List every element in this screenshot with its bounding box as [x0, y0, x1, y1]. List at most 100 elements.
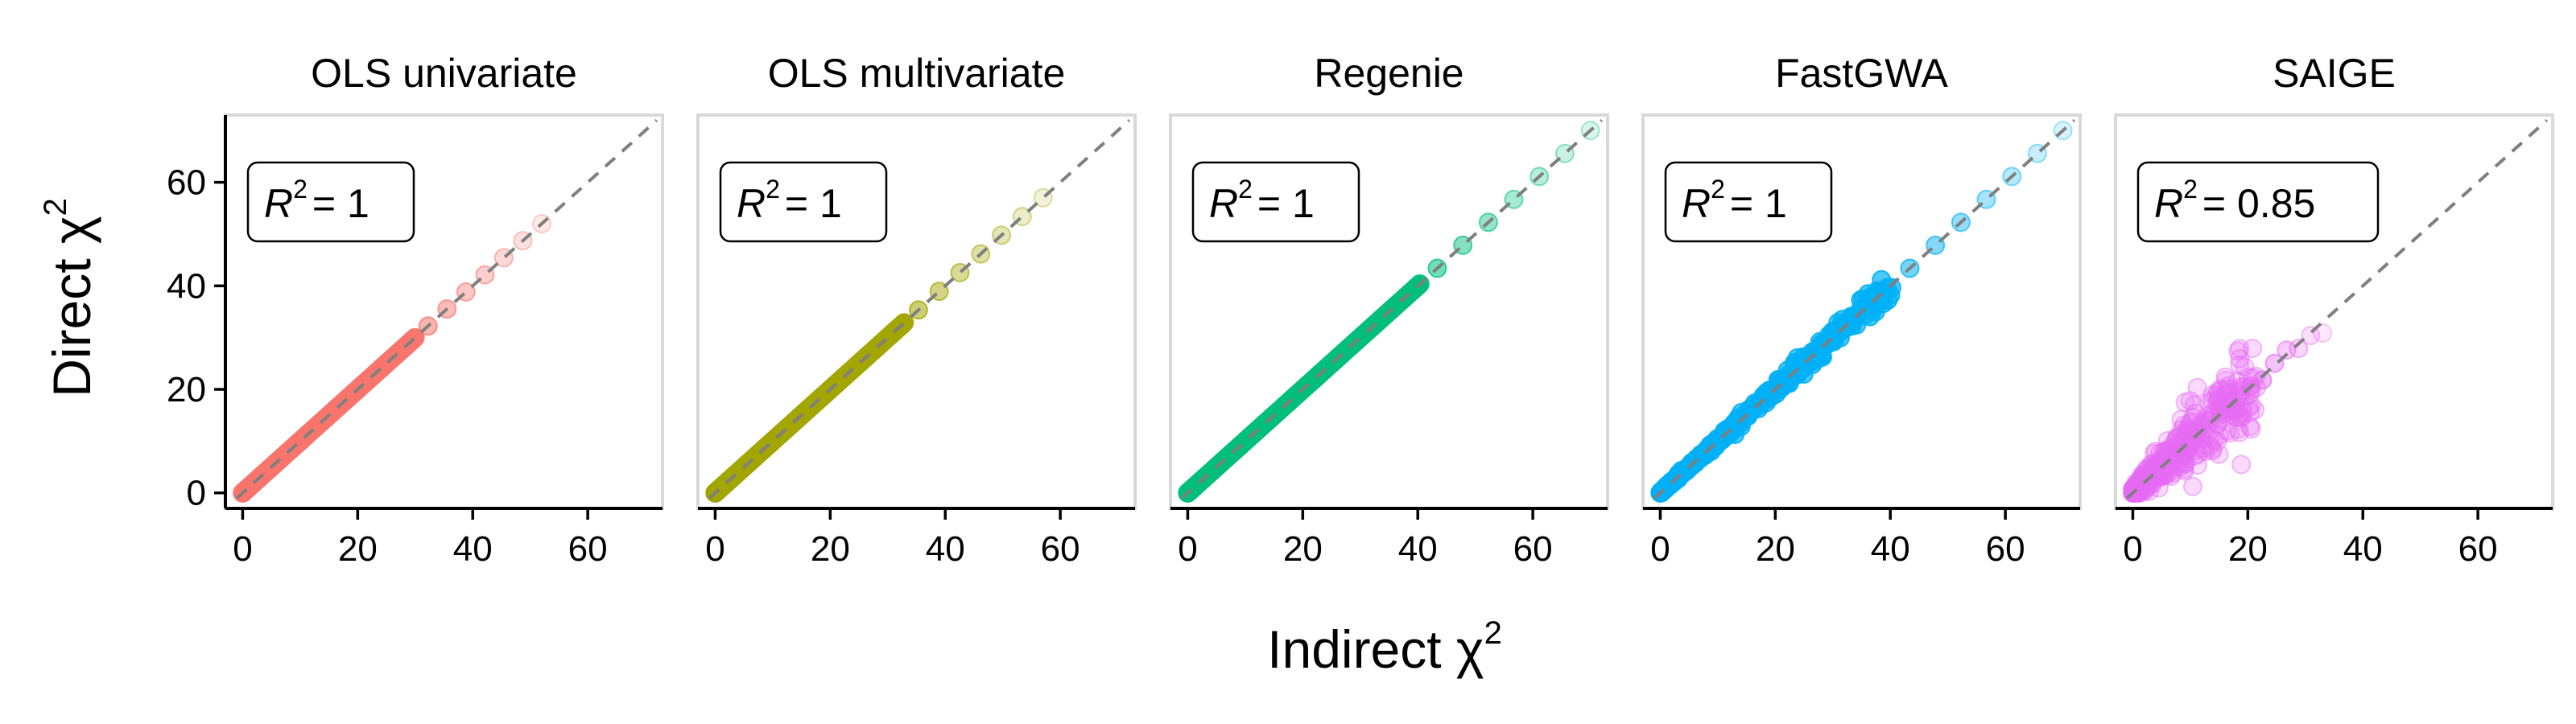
data-point [2127, 475, 2147, 496]
data-point [2176, 441, 2196, 461]
data-point [2157, 440, 2177, 460]
data-point [2150, 463, 2170, 482]
data-point [2163, 452, 2183, 472]
data-point [2231, 397, 2252, 418]
r2-symbol: R [2154, 181, 2183, 226]
data-point [2149, 463, 2168, 483]
data-point [2175, 393, 2195, 413]
data-point [2149, 478, 2169, 498]
data-point [2185, 395, 2204, 415]
r2-symbol: R [737, 181, 766, 226]
data-point [2149, 456, 2169, 476]
data-point [2169, 438, 2190, 458]
data-point [2124, 479, 2144, 500]
data-point [2128, 482, 2148, 502]
data-point [2126, 477, 2146, 497]
data-point [2230, 339, 2250, 359]
r2-box [246, 161, 415, 243]
data-point [2220, 423, 2240, 442]
data-point [2176, 441, 2195, 461]
data-point [2218, 376, 2238, 396]
data-point [2202, 385, 2223, 405]
data-point [2165, 450, 2185, 471]
x-tick-label: 20 [2228, 529, 2268, 569]
x-tick-label: 20 [1756, 529, 1795, 569]
data-point [2141, 455, 2161, 475]
x-tick-label: 40 [1871, 529, 1910, 569]
x-tick-label: 60 [1041, 529, 1080, 569]
data-point [2187, 377, 2207, 397]
data-point [2129, 483, 2149, 503]
data-point [2128, 483, 2148, 503]
panel-title: OLS multivariate [768, 51, 1066, 96]
r2-superscript: 2 [1238, 175, 1253, 204]
r2-superscript: 2 [2183, 175, 2198, 204]
data-point [2130, 479, 2150, 500]
data-point [2172, 424, 2192, 444]
r2-superscript: 2 [293, 175, 308, 204]
data-point [2184, 441, 2204, 461]
y-tick-label: 60 [167, 163, 206, 203]
data-point [2245, 400, 2265, 420]
data-point [2181, 434, 2200, 455]
r2-label: R2 = 1 [1209, 175, 1315, 226]
x-tick-label: 0 [1650, 529, 1670, 569]
r2-label: R2 = 1 [737, 175, 842, 226]
data-point [2128, 480, 2149, 500]
data-point [2124, 479, 2144, 500]
data-point [2177, 438, 2196, 458]
data-point [2180, 391, 2200, 411]
data-point [2231, 455, 2252, 475]
data-point [2136, 465, 2157, 485]
r2-value: = 1 [312, 181, 369, 226]
data-point [2230, 355, 2250, 375]
r2-label: R2 = 1 [264, 175, 369, 226]
data-point [2223, 405, 2243, 426]
data-point [2129, 475, 2149, 495]
data-point [2133, 477, 2153, 497]
data-point [2139, 463, 2159, 483]
data-point [2140, 473, 2160, 493]
x-tick-label: 40 [453, 529, 493, 569]
data-point [2195, 442, 2215, 461]
data-point [2209, 444, 2229, 464]
data-point [2143, 454, 2163, 474]
data-point [2166, 429, 2186, 449]
data-point [2124, 478, 2144, 498]
data-point [2140, 470, 2161, 490]
data-point [2227, 407, 2248, 427]
scatter-points [705, 187, 1053, 503]
data-point [2145, 443, 2165, 463]
reference-line [2125, 118, 2549, 500]
data-point [2152, 461, 2172, 481]
data-point [2164, 442, 2184, 462]
data-point [2178, 418, 2198, 438]
data-point [2180, 413, 2200, 434]
data-point [2140, 463, 2160, 483]
panel-title: SAIGE [2273, 51, 2396, 96]
data-point [2136, 474, 2157, 494]
data-point [2175, 431, 2195, 451]
x-tick-label: 60 [1513, 529, 1553, 569]
data-point [2192, 435, 2212, 455]
data-point [2185, 421, 2205, 441]
data-point [2163, 463, 2182, 483]
data-point [2233, 402, 2253, 422]
data-point [2126, 483, 2146, 503]
data-point [2126, 475, 2146, 495]
r2-symbol: R [264, 181, 293, 226]
data-point [2207, 394, 2227, 414]
r2-value: = 1 [1730, 181, 1787, 226]
data-point [2128, 475, 2149, 495]
data-point [2167, 434, 2187, 454]
data-point [2153, 454, 2173, 474]
data-point [2200, 428, 2220, 448]
panel-title: OLS univariate [311, 51, 577, 96]
data-point [2174, 440, 2194, 460]
data-point [2230, 422, 2249, 442]
data-point [2185, 446, 2205, 466]
x-axis-label-sup: 2 [1484, 615, 1502, 651]
data-point [2174, 459, 2194, 479]
data-point [2128, 482, 2148, 502]
y-tick-label: 40 [167, 266, 206, 306]
